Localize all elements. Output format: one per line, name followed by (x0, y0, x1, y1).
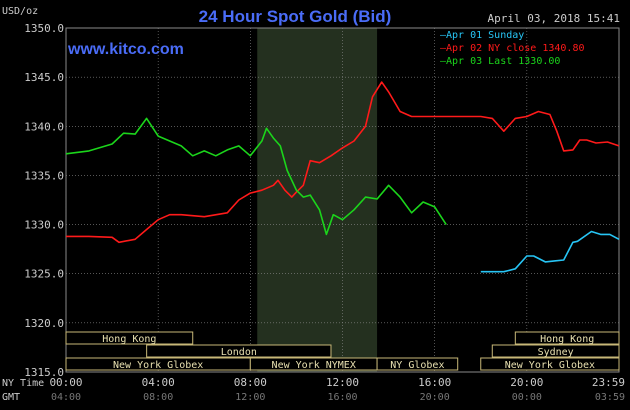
website-label: www.kitco.com (67, 41, 184, 58)
legend-entry: —Apr 02 NY close 1340.80 (440, 43, 585, 54)
market-session-label: Sydney (538, 347, 574, 358)
market-session-band (480, 357, 620, 371)
x-tick-label-ny: 12:00 (326, 376, 359, 389)
nymex-session-shade (257, 28, 378, 372)
chart-title: 24 Hour Spot Gold (Bid) (199, 7, 392, 26)
market-session-label: Hong Kong (540, 334, 594, 345)
x-tick-label-ny: 04:00 (142, 376, 175, 389)
series-line (480, 230, 620, 273)
market-session-band (146, 344, 332, 358)
y-tick-label: 1335.0 (24, 169, 64, 182)
market-session-band (65, 331, 194, 345)
x-axis-row2-label: GMT (2, 392, 20, 403)
legend-entry: —Apr 01 Sunday (440, 30, 524, 41)
x-tick-label-gmt: 04:00 (51, 392, 81, 403)
x-tick-label-ny: 08:00 (234, 376, 267, 389)
x-tick-label-ny: 16:00 (418, 376, 451, 389)
timestamp: April 03, 2018 15:41 (488, 12, 620, 25)
x-tick-label-gmt: 16:00 (327, 392, 357, 403)
series-line (66, 81, 620, 244)
market-session-label: NY Globex (390, 360, 444, 371)
market-session-band (491, 344, 620, 358)
x-tick-label-ny: 23:59 (592, 376, 625, 389)
market-session-label: New York Globex (505, 360, 595, 371)
y-tick-label: 1340.0 (24, 120, 64, 133)
market-session-band (376, 357, 459, 371)
y-tick-label: 1345.0 (24, 71, 64, 84)
x-axis-row1-label: NY Time (2, 378, 44, 389)
market-session-label: New York Globex (113, 360, 203, 371)
x-tick-label-ny: 20:00 (510, 376, 543, 389)
market-session-label: Hong Kong (102, 334, 156, 345)
y-tick-label: 1315.0 (24, 366, 64, 379)
y-tick-label: 1350.0 (24, 22, 64, 35)
market-session-label: London (221, 347, 257, 358)
market-session-label: New York NYMEX (272, 360, 356, 371)
x-tick-label-ny: 00:00 (49, 376, 82, 389)
market-session-band (514, 331, 620, 345)
x-tick-label-gmt: 20:00 (420, 392, 450, 403)
y-tick-label: 1330.0 (24, 219, 64, 232)
x-tick-label-gmt: 12:00 (235, 392, 265, 403)
series-line (65, 117, 447, 236)
x-tick-label-gmt: 08:00 (143, 392, 173, 403)
y-tick-label: 1325.0 (24, 268, 64, 281)
x-tick-label-gmt: 00:00 (512, 392, 542, 403)
y-tick-label: 1320.0 (24, 317, 64, 330)
x-tick-label-gmt: 03:59 (595, 392, 625, 403)
y-unit-label: USD/oz (2, 6, 38, 17)
legend-entry: —Apr 03 Last 1330.00 (440, 56, 560, 67)
